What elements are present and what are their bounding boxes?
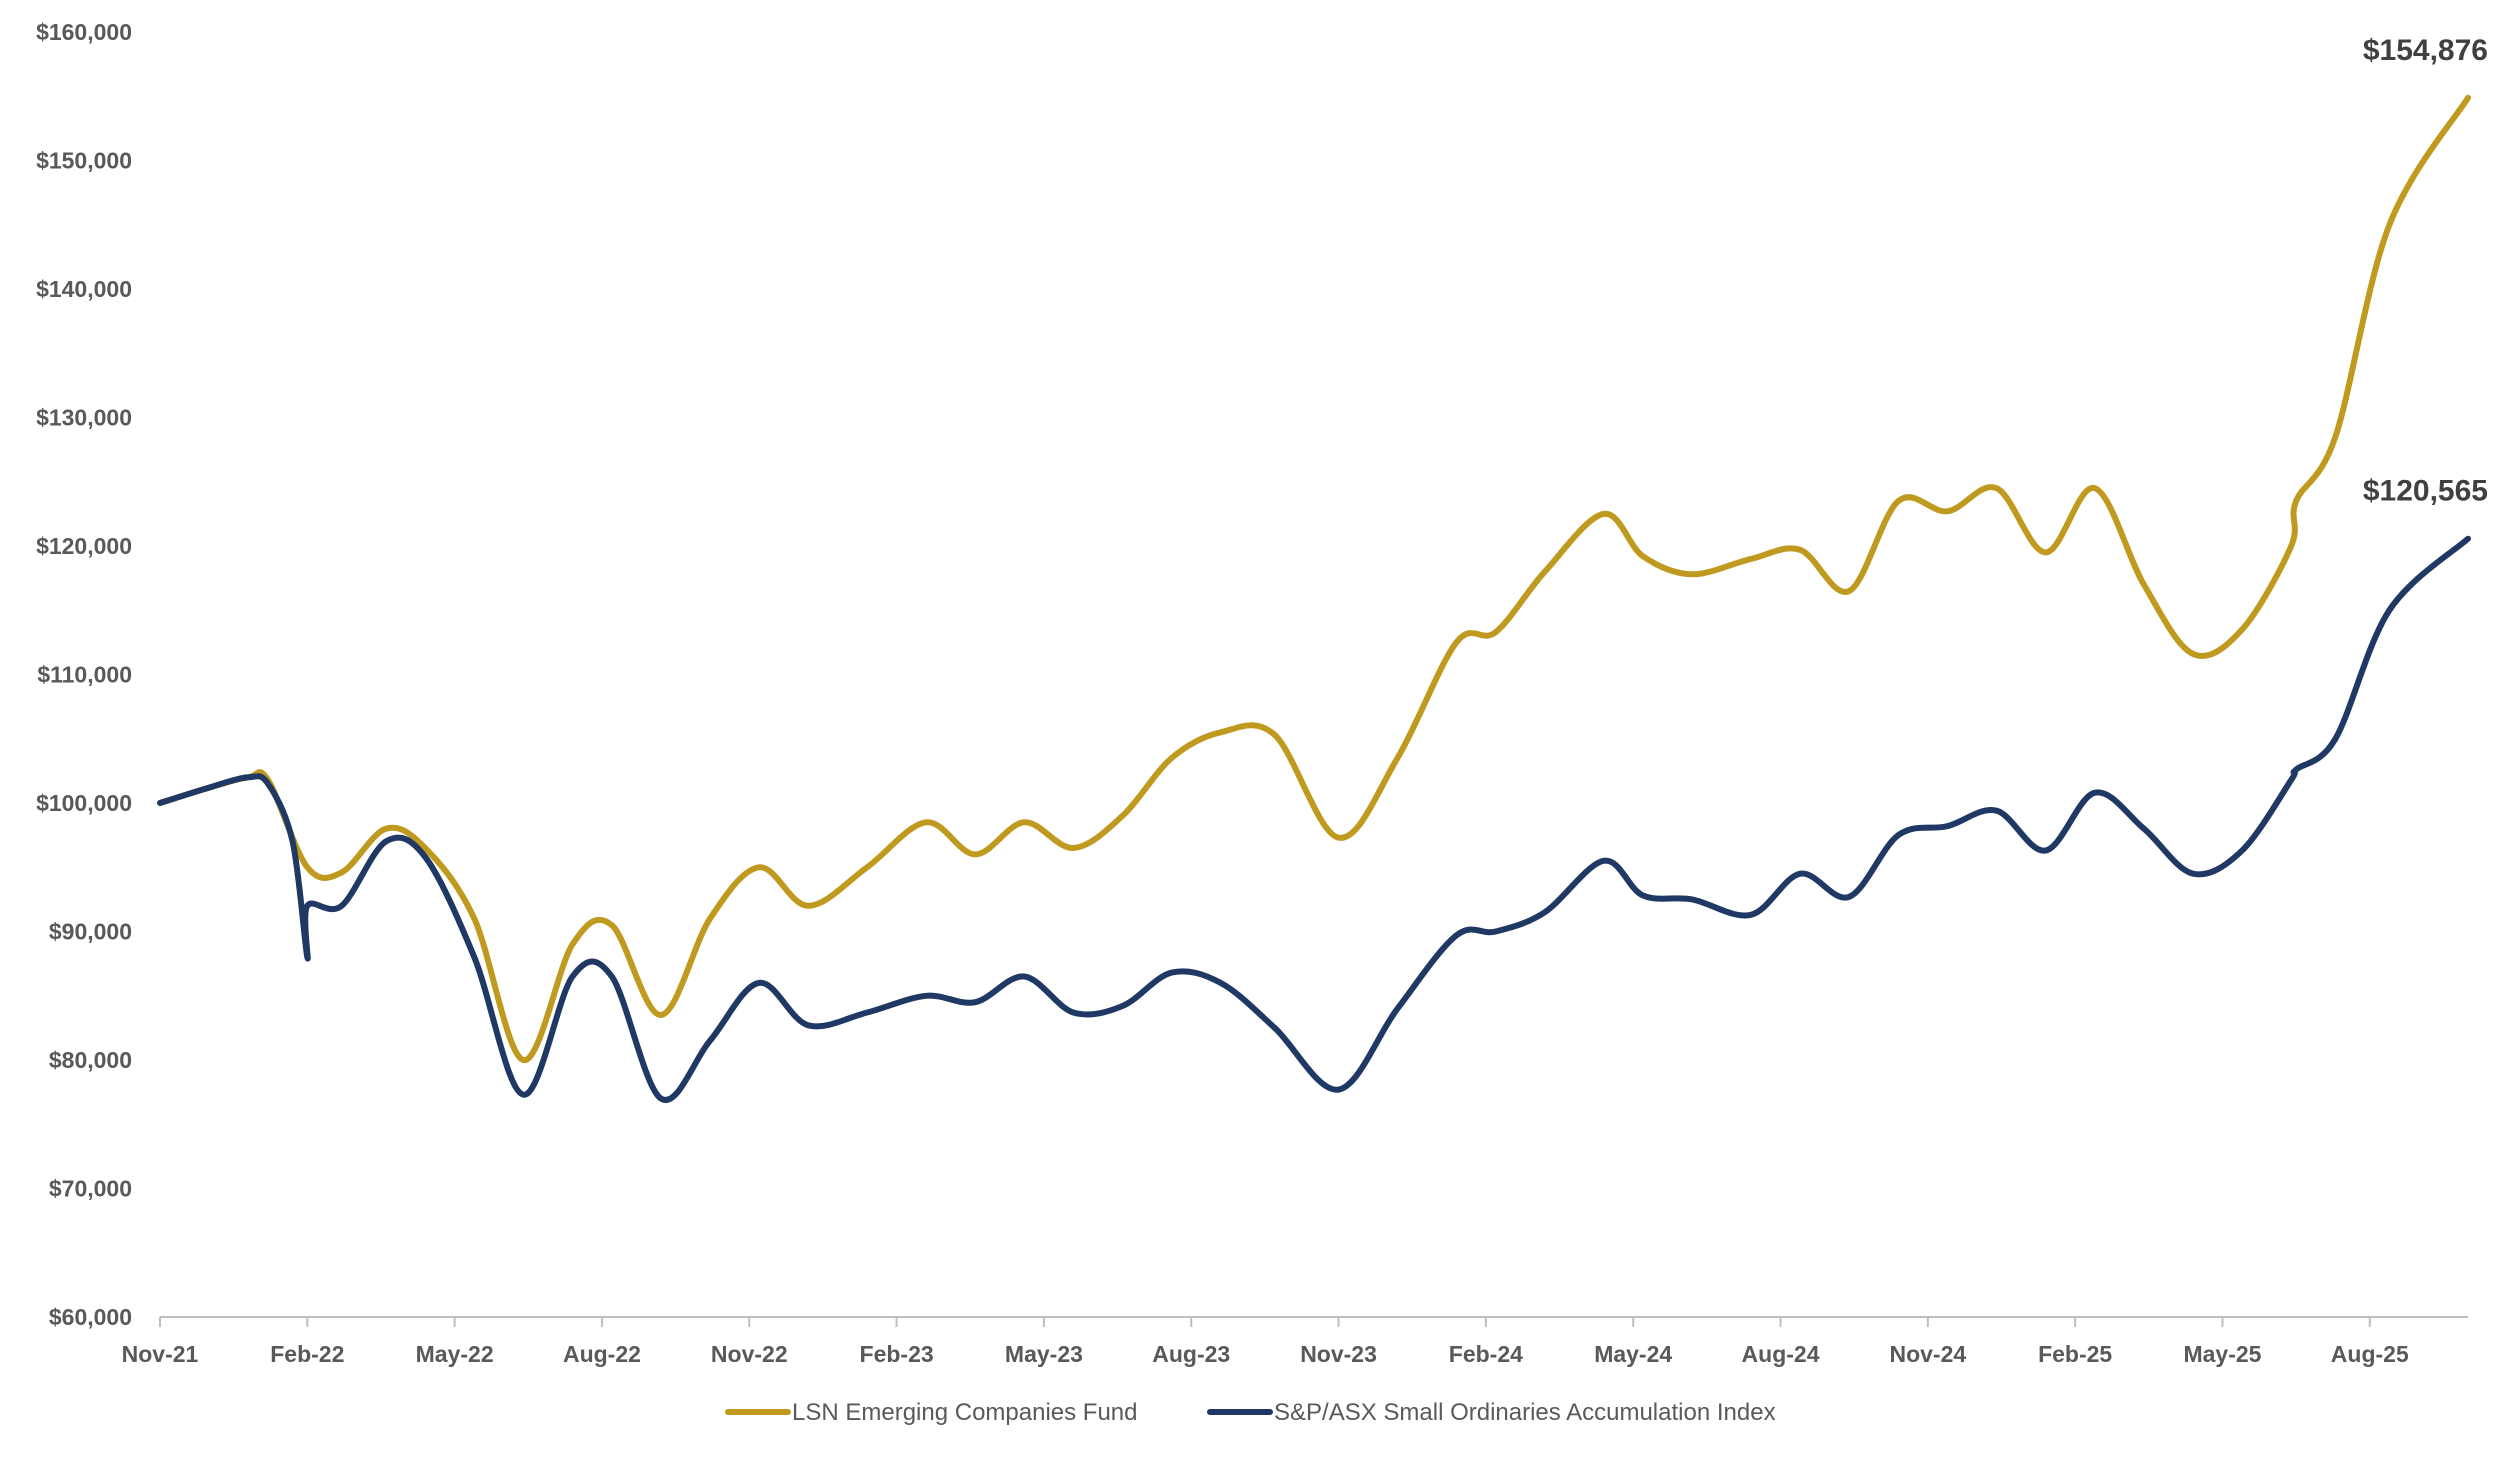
series-line-fund xyxy=(157,94,2471,1063)
end-value-label-fund: $154,876 xyxy=(2363,34,2488,67)
y-tick-label: $120,000 xyxy=(36,533,132,559)
x-tick-label: Feb-25 xyxy=(2038,1341,2112,1367)
x-tick-label: May-23 xyxy=(1005,1341,1083,1367)
x-tick-label: Nov-23 xyxy=(1300,1341,1377,1367)
x-tick-label: Aug-22 xyxy=(563,1341,641,1367)
x-tick-label: May-25 xyxy=(2183,1341,2261,1367)
y-tick-label: $160,000 xyxy=(36,19,132,45)
y-tick-label: $100,000 xyxy=(36,790,132,816)
x-tick-label: Aug-24 xyxy=(1742,1341,1820,1367)
series-line-index xyxy=(157,535,2471,1103)
y-axis-tick-labels: $60,000 $70,000 $80,000 $90,000 $100,000 $110… xyxy=(36,19,132,1330)
legend-label-fund: LSN Emerging Companies Fund xyxy=(792,1399,1138,1426)
y-tick-label: $130,000 xyxy=(36,405,132,431)
y-tick-label: $110,000 xyxy=(37,662,132,688)
x-tick-label: May-24 xyxy=(1594,1341,1672,1367)
y-tick-label: $60,000 xyxy=(49,1304,132,1330)
legend-label-index: S&P/ASX Small Ordinaries Accumulation In… xyxy=(1274,1399,1776,1426)
y-tick-label: $140,000 xyxy=(36,276,132,302)
x-tick-label: May-22 xyxy=(416,1341,494,1367)
series-layer xyxy=(157,94,2471,1103)
x-tick-label: Nov-24 xyxy=(1889,1341,1966,1367)
y-tick-label: $150,000 xyxy=(36,148,132,174)
x-tick-label: Nov-22 xyxy=(711,1341,788,1367)
chart-legend: LSN Emerging Companies Fund S&P/ASX Small… xyxy=(725,1399,1776,1426)
x-tick-label: Feb-23 xyxy=(860,1341,934,1367)
x-tick-label: Nov-21 xyxy=(122,1341,199,1367)
x-tick-label: Aug-25 xyxy=(2331,1341,2409,1367)
y-tick-label: $80,000 xyxy=(49,1047,132,1073)
y-tick-label: $70,000 xyxy=(49,1176,132,1202)
y-tick-label: $90,000 xyxy=(49,919,132,945)
end-value-label-index: $120,565 xyxy=(2363,475,2488,508)
x-tick-label: Feb-24 xyxy=(1449,1341,1523,1367)
x-axis: Nov-21 Feb-22 May-22 Aug-22 Nov-22 Feb-23 May-… xyxy=(122,1316,2468,1367)
x-tick-label: Feb-22 xyxy=(270,1341,344,1367)
end-value-labels: $154,876 $120,565 xyxy=(2363,34,2488,508)
x-tick-label: Aug-23 xyxy=(1152,1341,1230,1367)
